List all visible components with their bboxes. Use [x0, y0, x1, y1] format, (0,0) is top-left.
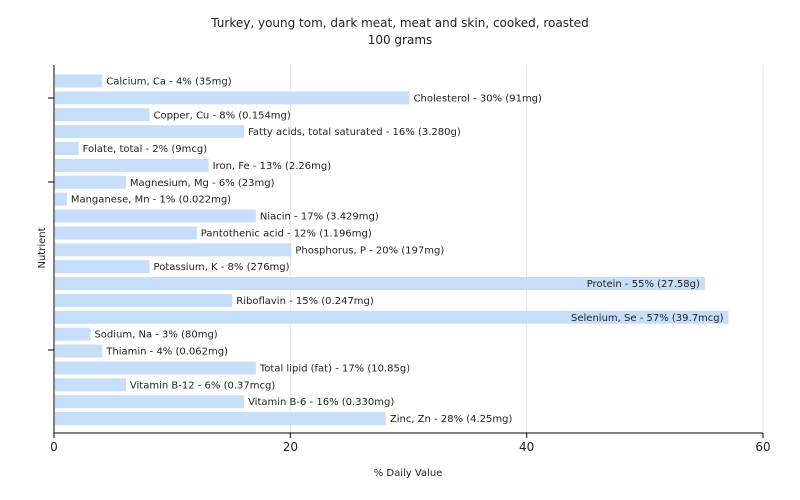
axes: 0 20 40 60 — [48, 65, 771, 454]
bar — [55, 108, 150, 122]
y-axis-title: Nutrient — [37, 227, 48, 268]
bar-label: Zinc, Zn - 28% (4.25mg) — [390, 414, 513, 425]
bar — [55, 293, 233, 307]
bar — [55, 344, 103, 358]
x-tick-label: 40 — [519, 440, 534, 454]
bar-label: Vitamin B-12 - 6% (0.37mcg) — [130, 380, 275, 391]
bar-label: Riboflavin - 15% (0.247mg) — [236, 296, 374, 307]
bar-label: Iron, Fe - 13% (2.26mg) — [213, 161, 332, 172]
bar — [55, 361, 256, 375]
bar-label: Calcium, Ca - 4% (35mg) — [106, 77, 231, 88]
bar — [55, 125, 245, 139]
bar-label: Pantothenic acid - 12% (1.196mg) — [201, 228, 372, 239]
bar — [55, 175, 126, 189]
bar-label: Fatty acids, total saturated - 16% (3.28… — [248, 127, 461, 138]
bar-label: Thiamin - 4% (0.062mg) — [105, 347, 228, 358]
bar — [55, 378, 126, 392]
bar — [55, 192, 67, 206]
bars: Calcium, Ca - 4% (35mg) Cholesterol - 30%… — [55, 74, 729, 426]
bar-label: Folate, total - 2% (9mcg) — [83, 144, 208, 155]
chart-subtitle: 100 grams — [367, 33, 433, 47]
bar — [55, 260, 150, 274]
chart-title: Turkey, young tom, dark meat, meat and s… — [211, 16, 589, 30]
bar — [55, 74, 103, 88]
bar — [55, 395, 245, 409]
bar — [55, 412, 386, 426]
bar-label: Selenium, Se - 57% (39.7mcg) — [571, 313, 724, 324]
bar — [55, 277, 705, 291]
bar-label: Vitamin B-6 - 16% (0.330mg) — [248, 397, 394, 408]
bar-label: Cholesterol - 30% (91mg) — [414, 93, 543, 104]
bar-label: Magnesium, Mg - 6% (23mg) — [130, 178, 275, 189]
x-axis-title: % Daily Value — [374, 468, 443, 479]
bar-label: Niacin - 17% (3.429mg) — [260, 212, 379, 223]
bar-label: Sodium, Na - 3% (80mg) — [94, 330, 217, 341]
x-tick-label: 60 — [755, 440, 770, 454]
bar — [55, 142, 79, 156]
bar-label: Total lipid (fat) - 17% (10.85g) — [259, 363, 410, 374]
bar — [55, 209, 256, 223]
bar — [55, 310, 729, 324]
bar — [55, 91, 410, 105]
x-tick-label: 0 — [50, 440, 58, 454]
bar — [55, 158, 209, 172]
bar — [55, 327, 91, 341]
bar-label: Phosphorus, P - 20% (197mg) — [295, 245, 444, 256]
bar — [55, 243, 292, 257]
bar-label: Potassium, K - 8% (276mg) — [154, 262, 290, 273]
x-tick-label: 20 — [283, 440, 298, 454]
bar-label: Manganese, Mn - 1% (0.022mg) — [71, 195, 231, 206]
bar — [55, 226, 197, 240]
bar-label: Copper, Cu - 8% (0.154mg) — [154, 110, 291, 121]
bar-label: Protein - 55% (27.58g) — [587, 279, 700, 290]
